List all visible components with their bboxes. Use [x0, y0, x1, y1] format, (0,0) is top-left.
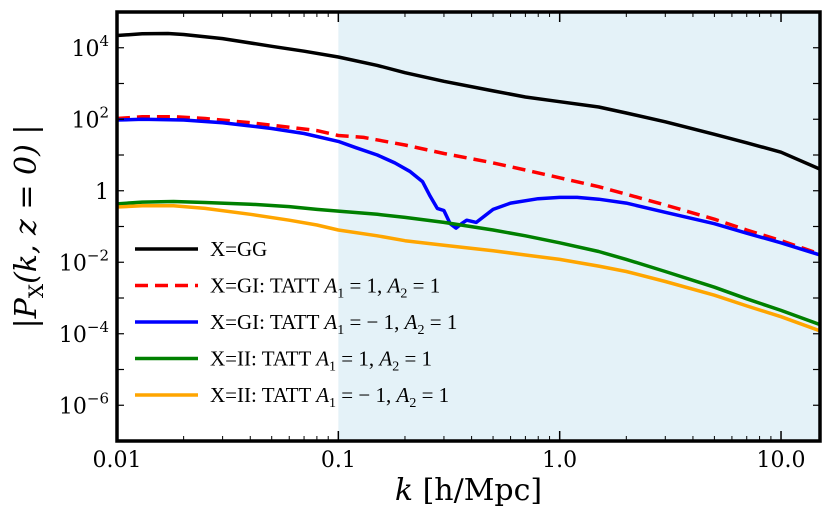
tick-layer: 0.01 0.1 1.0 10.0 10−6 10−4 10−2 1 102 104: [59, 11, 820, 473]
x-tick-label: 1.0: [542, 448, 577, 473]
series-line-2: [117, 114, 820, 256]
y-tick-label: 10−6: [59, 389, 109, 419]
y-axis-label: |PX(k, z = 0) |: [9, 125, 48, 329]
legend-label-5: X=II: TATT A1 = − 1, A2 = 1: [210, 383, 449, 411]
y-tick-label: 10−4: [59, 318, 109, 348]
legend-label-4: X=II: TATT A1 = 1, A2 = 1: [210, 347, 432, 375]
legend-label-1: X=GG: [210, 237, 267, 261]
legend: X=GG X=GI: TATT A1 = 1, A2 = 1 X=GI: TATT …: [135, 237, 457, 411]
series-line-4: [117, 199, 820, 327]
series-line-1: [117, 31, 820, 171]
x-tick-label: 0.1: [321, 448, 356, 473]
plot-frame: [115, 10, 822, 443]
y-tick-label: 1: [95, 180, 109, 205]
legend-label-3: X=GI: TATT A1 = − 1, A2 = 1: [210, 310, 457, 338]
legend-label-2: X=GI: TATT A1 = 1, A2 = 1: [210, 274, 440, 302]
axis-labels: k [h/Mpc] |PX(k, z = 0) |: [9, 125, 542, 508]
series-layer: [117, 31, 820, 333]
x-axis-label: k [h/Mpc]: [395, 473, 542, 508]
x-tick-label: 0.01: [93, 448, 142, 473]
x-tick-label: 10.0: [757, 448, 806, 473]
y-tick-label: 104: [71, 32, 109, 62]
y-tick-label: 10−2: [59, 246, 109, 276]
shaded-region-layer: [338, 12, 820, 441]
shaded-region: [338, 12, 820, 441]
y-tick-label: 102: [71, 103, 109, 133]
series-line-3: [117, 117, 820, 257]
series-line-5: [117, 204, 820, 333]
